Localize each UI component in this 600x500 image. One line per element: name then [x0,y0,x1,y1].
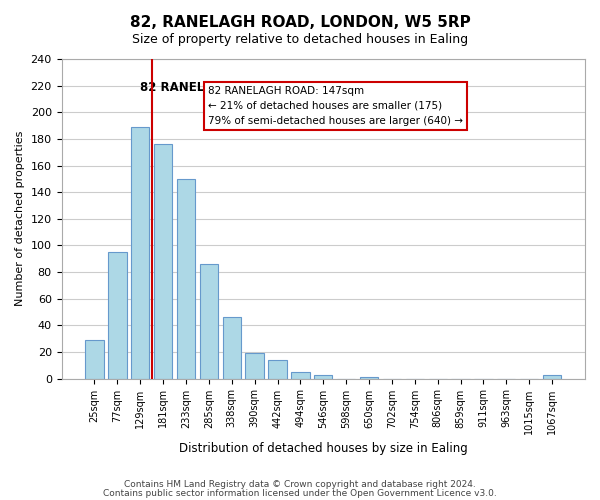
Bar [85,340,104,378]
Bar [223,318,241,378]
Bar [177,179,195,378]
Bar [108,252,127,378]
Text: 82 RANELAGH ROAD: 147sqm
← 21% of detached houses are smaller (175)
79% of semi-: 82 RANELAGH ROAD: 147sqm ← 21% of detach… [208,86,463,126]
Bar [154,144,172,378]
Bar [291,372,310,378]
Text: 82, RANELAGH ROAD, LONDON, W5 5RP: 82, RANELAGH ROAD, LONDON, W5 5RP [130,15,470,30]
Text: Size of property relative to detached houses in Ealing: Size of property relative to detached ho… [132,32,468,46]
Bar [200,264,218,378]
Bar [314,374,332,378]
Text: Contains public sector information licensed under the Open Government Licence v3: Contains public sector information licen… [103,488,497,498]
Bar [131,127,149,378]
Bar [268,360,287,378]
Text: Contains HM Land Registry data © Crown copyright and database right 2024.: Contains HM Land Registry data © Crown c… [124,480,476,489]
Bar [543,374,561,378]
Y-axis label: Number of detached properties: Number of detached properties [15,131,25,306]
Bar [245,354,264,378]
Text: 82 RANELAGH ROAD: 147sqm: 82 RANELAGH ROAD: 147sqm [140,81,336,94]
X-axis label: Distribution of detached houses by size in Ealing: Distribution of detached houses by size … [179,442,467,455]
Bar [360,377,378,378]
